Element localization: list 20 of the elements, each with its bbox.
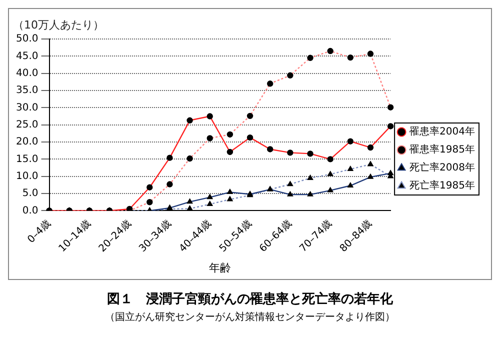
y-tick-label: 40.0 <box>16 68 38 79</box>
x-tick-label: 0–4歳 <box>25 217 54 246</box>
y-tick-label: 45.0 <box>16 50 38 62</box>
y-tick-label: 25.0 <box>16 119 38 130</box>
y-axis-title: （10万人あたり） <box>13 18 104 32</box>
y-tick-label: 10.0 <box>16 170 38 182</box>
legend-label: 死亡率1985年 <box>410 180 476 192</box>
y-tick-label: 35.0 <box>16 85 38 96</box>
text: 図１ 浸潤子宮頸がんの罹患率と死亡率の若年化 <box>106 290 394 308</box>
text: （国立がん研究センターがん対策情報センターデータより作図） <box>104 310 396 324</box>
y-tick-label: 15.0 <box>16 154 38 165</box>
y-tick-label: 5.0 <box>22 188 38 200</box>
y-tick-label: 50.0 <box>16 34 38 45</box>
x-axis-title: 年齢 <box>208 261 231 274</box>
y-tick-label: 20.0 <box>16 136 38 148</box>
legend-label: 死亡率2008年 <box>410 162 476 174</box>
legend-label: 罹患率1985年 <box>408 144 476 156</box>
legend-label: 罹患率2004年 <box>408 126 476 138</box>
y-tick-label: 30.0 <box>16 102 38 114</box>
y-tick-label: 0.0 <box>22 205 38 216</box>
